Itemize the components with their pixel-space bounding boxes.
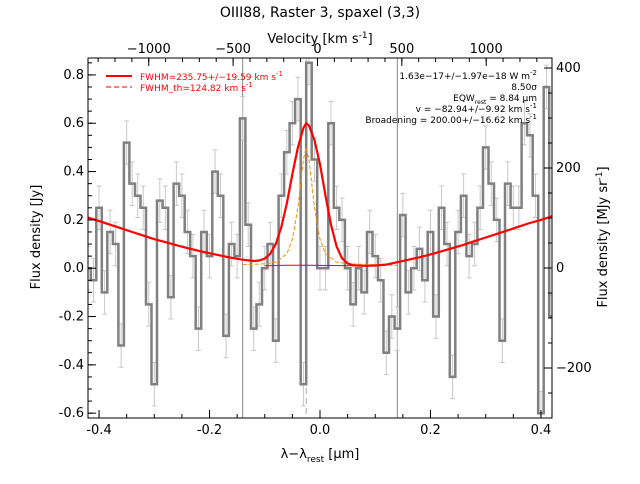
annotation-velocity: v = −82.94+/−9.92 km s-1	[416, 102, 537, 115]
right-axis-label-sup: -1	[595, 172, 605, 181]
plot-area	[88, 58, 552, 418]
x-tick-label-2: 0.0	[310, 423, 331, 438]
annotation-broadening-sup: -1	[530, 113, 537, 121]
y-tick-label-2: -0.2	[59, 310, 84, 325]
y-tick-label-6: 0.6	[63, 116, 84, 131]
thermal-profile-line	[242, 147, 398, 266]
right-tick-label-1: 0	[556, 261, 564, 276]
legend-fwhm-label: FWHM=235.75+/−19.59 km s-1	[140, 70, 283, 83]
axes: -0.4 -0.2 0.0 0.2 0.4-0.6-0.4-0.20.00.20.40.…	[59, 42, 592, 438]
y-axis-label: Flux density [Jy]	[29, 185, 44, 290]
top-axis-label: Velocity [km s-1]	[267, 31, 372, 47]
y-tick-label-4: 0.2	[63, 213, 84, 228]
top-axis-label-text: Velocity [km s	[267, 32, 359, 47]
annotation-velocity-sup: -1	[530, 102, 537, 110]
legend-fwhm-text: FWHM=235.75+/−19.59 km s	[140, 73, 276, 83]
top-tick-label-0: −1000	[127, 42, 171, 57]
legend-fwhm-th-text: FWHM_th=124.82 km s	[140, 84, 246, 94]
x-tick-label-4: 0.4	[531, 423, 552, 438]
chart-title: OIII88, Raster 3, spaxel (3,3)	[220, 5, 420, 21]
right-axis-label: Flux density [MJy sr-1]	[595, 166, 611, 307]
annotation-sigma: 8.50σ	[511, 83, 537, 93]
x-axis-label-sub: rest	[307, 455, 325, 465]
annotation-flux-sup: -2	[530, 69, 537, 77]
y-tick-label-1: -0.4	[59, 358, 84, 373]
annotation-broadening-text: Broadening = 200.00+/−16.62 km s	[365, 116, 530, 126]
fit-annotations: 1.63e−17+/−1.97e−18 W m-2 8.50σ EQWrest …	[365, 69, 537, 126]
spectrum-data-line	[88, 61, 552, 415]
annotation-eqw: EQWrest = 8.84 μm	[453, 94, 537, 106]
annotation-broadening: Broadening = 200.00+/−16.62 km s-1	[365, 113, 537, 126]
annotation-eqw-value: = 8.84 μm	[486, 94, 537, 104]
legend-fwhm-th-sup: -1	[246, 81, 253, 89]
top-tick-label-1: −500	[215, 42, 251, 57]
right-tick-label-3: 400	[556, 61, 581, 76]
top-axis-label-end: ]	[368, 32, 373, 47]
right-tick-label-2: 200	[556, 161, 581, 176]
annotation-flux-text: 1.63e−17+/−1.97e−18 W m	[399, 72, 530, 82]
gaussian-fit-line	[88, 121, 552, 267]
top-tick-label-2: 0	[313, 42, 321, 57]
continuum-baseline-line	[264, 264, 354, 267]
top-axis-label-sup: -1	[359, 31, 368, 41]
x-axis-label-unit: [μm]	[324, 447, 359, 462]
legend: FWHM=235.75+/−19.59 km s-1 FWHM_th=124.8…	[106, 70, 283, 94]
annotation-eqw-sub: rest	[475, 99, 487, 106]
legend-fwhm-sup: -1	[276, 70, 283, 78]
x-tick-label-0: -0.4	[86, 423, 111, 438]
right-tick-label-0: −200	[556, 361, 592, 376]
x-axis-label: λ−λrest [μm]	[281, 447, 360, 465]
annotation-flux: 1.63e−17+/−1.97e−18 W m-2	[399, 69, 537, 82]
x-tick-label-1: -0.2	[197, 423, 222, 438]
x-axis-label-text: λ−λ	[281, 447, 308, 462]
top-tick-label-4: 1000	[470, 42, 503, 57]
plot-clipped-group	[88, 58, 552, 418]
y-tick-label-0: -0.6	[59, 406, 84, 421]
annotation-eqw-text: EQW	[453, 94, 475, 104]
top-tick-label-3: 500	[389, 42, 414, 57]
legend-fwhm-th-label: FWHM_th=124.82 km s-1	[140, 81, 253, 94]
y-tick-label-5: 0.4	[63, 165, 84, 180]
right-axis-label-text: Flux density [MJy sr	[596, 180, 611, 308]
annotation-velocity-text: v = −82.94+/−9.92 km s	[416, 105, 531, 115]
right-axis-label-end: ]	[596, 166, 611, 171]
y-tick-label-3: 0.0	[63, 261, 84, 276]
y-tick-label-7: 0.8	[63, 68, 84, 83]
x-tick-label-3: 0.2	[420, 423, 441, 438]
